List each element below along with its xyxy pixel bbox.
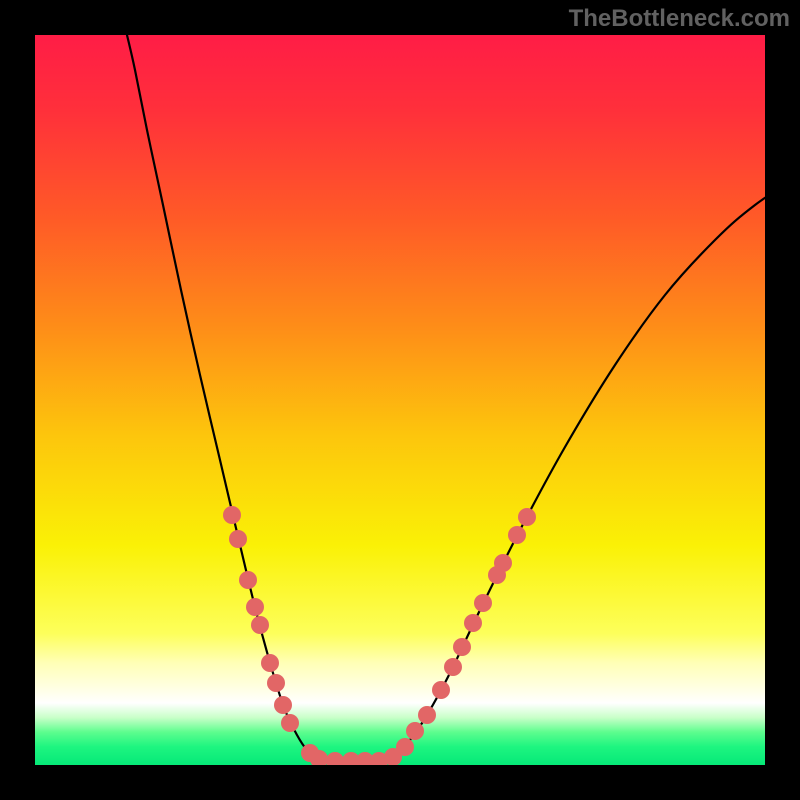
chart-container: TheBottleneck.com <box>0 0 800 800</box>
gradient-background <box>35 35 765 765</box>
plot-area <box>35 35 765 765</box>
watermark-text: TheBottleneck.com <box>569 5 790 33</box>
